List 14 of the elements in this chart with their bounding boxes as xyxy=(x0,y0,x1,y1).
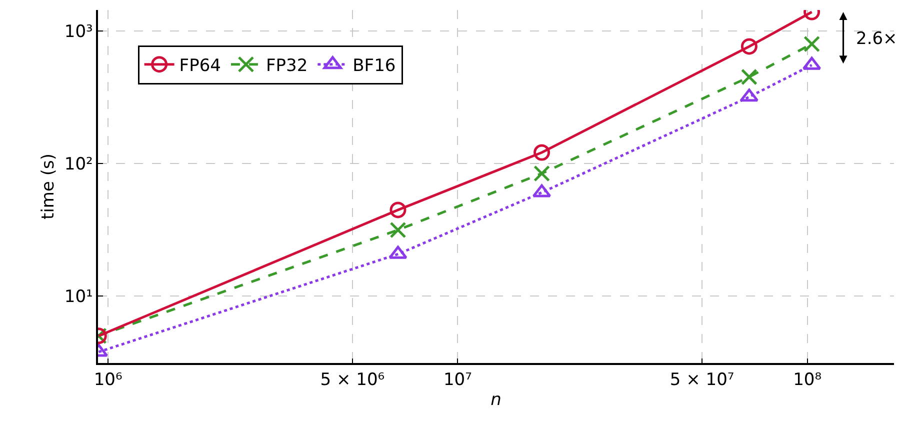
y-tick-label: 10² xyxy=(64,154,93,174)
x-tick-label: 10⁷ xyxy=(443,370,472,390)
y-tick-label: 10³ xyxy=(64,22,93,42)
x-tick-label: 5 × 10⁶ xyxy=(320,370,385,390)
y-axis-title: time (s) xyxy=(38,154,58,220)
y-tick-label: 10¹ xyxy=(64,286,93,307)
x-axis-title: n xyxy=(490,390,502,410)
legend-label: BF16 xyxy=(352,56,396,76)
x-tick-label: 5 × 10⁷ xyxy=(670,370,734,390)
annotation: 2.6× xyxy=(856,29,898,49)
legend-label: FP64 xyxy=(179,56,221,76)
x-tick-label: 10⁸ xyxy=(793,370,822,390)
legend-label: FP32 xyxy=(266,56,308,76)
x-tick-label: 10⁶ xyxy=(94,370,122,390)
